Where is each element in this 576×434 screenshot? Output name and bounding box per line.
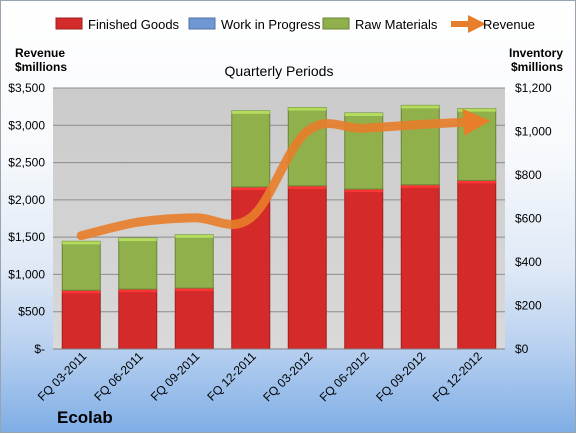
raw-materials-bar-cap [288,107,327,111]
left-tick-label: $500 [18,305,45,319]
right-tick-label: $600 [515,212,542,226]
legend: Finished Goods Work in Progress Raw Materi… [55,15,535,33]
company-name: Ecolab [57,408,113,427]
raw-materials-bar [118,237,158,290]
x-tick-label: FQ 06-2012 [317,349,372,404]
x-tick-label: FQ 09-2011 [148,349,203,404]
x-axis-ticks: FQ 03-2011 FQ 06-2011 FQ 09-2011 FQ 12-2011… [35,349,485,404]
finished-goods-bar-cap [62,290,101,294]
raw-materials-bar-cap [401,105,440,109]
revenue-line [76,108,491,241]
raw-materials-bar-cap [62,241,101,245]
raw-materials-legend-swatch [322,17,350,30]
raw-materials-bar-cap [457,108,496,112]
finished-goods-bar [287,185,327,350]
x-tick-label: FQ 03-2011 [35,349,90,404]
right-axis-ticks: $0 $200 $400 $600 $800 $1,000 $1,200 [515,81,552,356]
bars [61,104,497,350]
finished-goods-bar [400,184,440,350]
finished-goods-bar [231,186,271,350]
right-tick-label: $1,000 [515,125,552,139]
finished-goods-bar [174,287,214,350]
left-tick-label: $3,500 [8,81,45,95]
left-tick-label: $3,000 [8,118,45,132]
x-tick-label: FQ 06-2011 [91,349,146,404]
raw-materials-bar [61,240,101,291]
left-tick-label: $2,500 [8,156,45,170]
finished-goods-bar-cap [401,184,440,188]
right-tick-label: $200 [515,299,542,313]
left-axis-title-line1: Revenue [15,46,65,60]
finished-goods-legend-swatch [55,17,83,30]
right-tick-label: $800 [515,168,542,182]
work-in-progress-legend-swatch [188,17,216,30]
left-axis-ticks: $- $500 $1,000 $1,500 $2,000 $2,500 $3,000 $3,5… [8,81,45,356]
x-tick-label: FQ 03-2012 [260,349,315,404]
work-in-progress-legend-label: Work in Progress [221,17,321,32]
raw-materials-bar-cap [231,110,270,114]
finished-goods-bar-cap [288,185,327,189]
right-tick-label: $400 [515,255,542,269]
x-tick-label: FQ 09-2012 [373,349,428,404]
finished-goods-bar-cap [231,186,270,190]
finished-goods-bar [118,288,158,350]
raw-materials-bar [174,234,214,289]
finished-goods-bar-cap [118,289,157,293]
finished-goods-bar-cap [457,180,496,184]
raw-materials-bar-cap [344,113,383,117]
finished-goods-bar-cap [175,288,214,292]
left-tick-label: $2,000 [8,193,45,207]
raw-materials-bar [400,104,440,186]
left-tick-label: $1,500 [8,230,45,244]
raw-materials-bar-cap [118,238,157,242]
x-tick-label: FQ 12-2011 [204,349,259,404]
right-axis-title-line1: Inventory [509,46,563,60]
left-axis-title-line2: $millions [15,60,67,74]
finished-goods-bar [457,179,497,350]
raw-materials-legend-label: Raw Materials [355,17,438,32]
plot-title: Quarterly Periods [225,63,334,79]
left-tick-label: $- [34,342,45,356]
finished-goods-bar [61,289,101,350]
finished-goods-legend-label: Finished Goods [88,17,180,32]
revenue-series [76,108,491,241]
raw-materials-bar [231,110,271,188]
right-axis-title-line2: $millions [511,60,563,74]
left-tick-label: $1,000 [8,267,45,281]
x-tick-label: FQ 12-2012 [430,349,485,404]
revenue-legend-label: Revenue [483,17,535,32]
right-tick-label: $0 [515,342,529,356]
finished-goods-bar-cap [344,189,383,193]
finished-goods-bar [344,188,384,350]
right-tick-label: $1,200 [515,81,552,95]
raw-materials-bar-cap [175,234,214,238]
